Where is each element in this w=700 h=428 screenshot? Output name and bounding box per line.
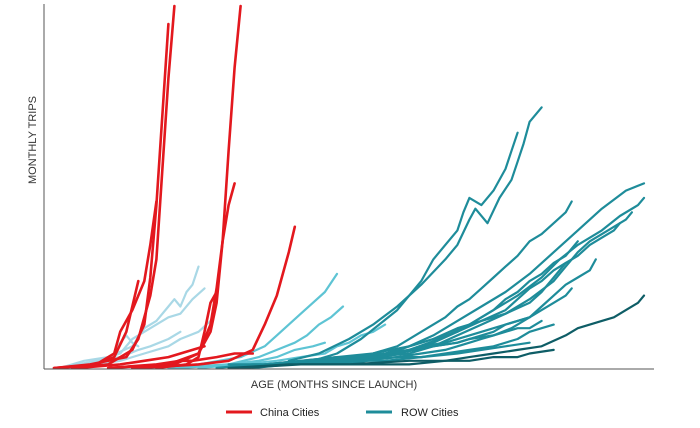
china-city-line-7	[137, 225, 297, 370]
x-axis-label: AGE (MONTHS SINCE LAUNCH)	[251, 379, 417, 391]
china-city-line-1	[70, 22, 170, 370]
china-city-line-9	[76, 344, 206, 370]
row-city-line-19	[287, 106, 543, 362]
row-city-line-23	[347, 196, 646, 366]
row-city-line-13	[64, 330, 182, 370]
legend-label-china: China Cities	[260, 407, 320, 419]
china-city-line-4	[106, 4, 242, 370]
row-city-line-35	[239, 348, 555, 370]
plot-lines	[52, 4, 646, 370]
legend-label-row: ROW Cities	[401, 407, 459, 419]
row-city-line-20	[299, 131, 519, 366]
row-city-line-24	[323, 211, 634, 366]
china-city-line-3	[52, 200, 158, 370]
row-city-line-27	[263, 240, 579, 366]
row-city-line-30	[227, 316, 531, 366]
row-city-line-34	[227, 294, 646, 370]
legend: China Cities ROW Cities	[226, 407, 459, 419]
y-axis-label: MONTHLY TRIPS	[27, 96, 39, 184]
row-city-line-21	[317, 200, 573, 366]
china-city-line-5	[131, 182, 236, 370]
row-city-line-16	[167, 305, 345, 370]
china-city-line-8	[106, 352, 254, 370]
